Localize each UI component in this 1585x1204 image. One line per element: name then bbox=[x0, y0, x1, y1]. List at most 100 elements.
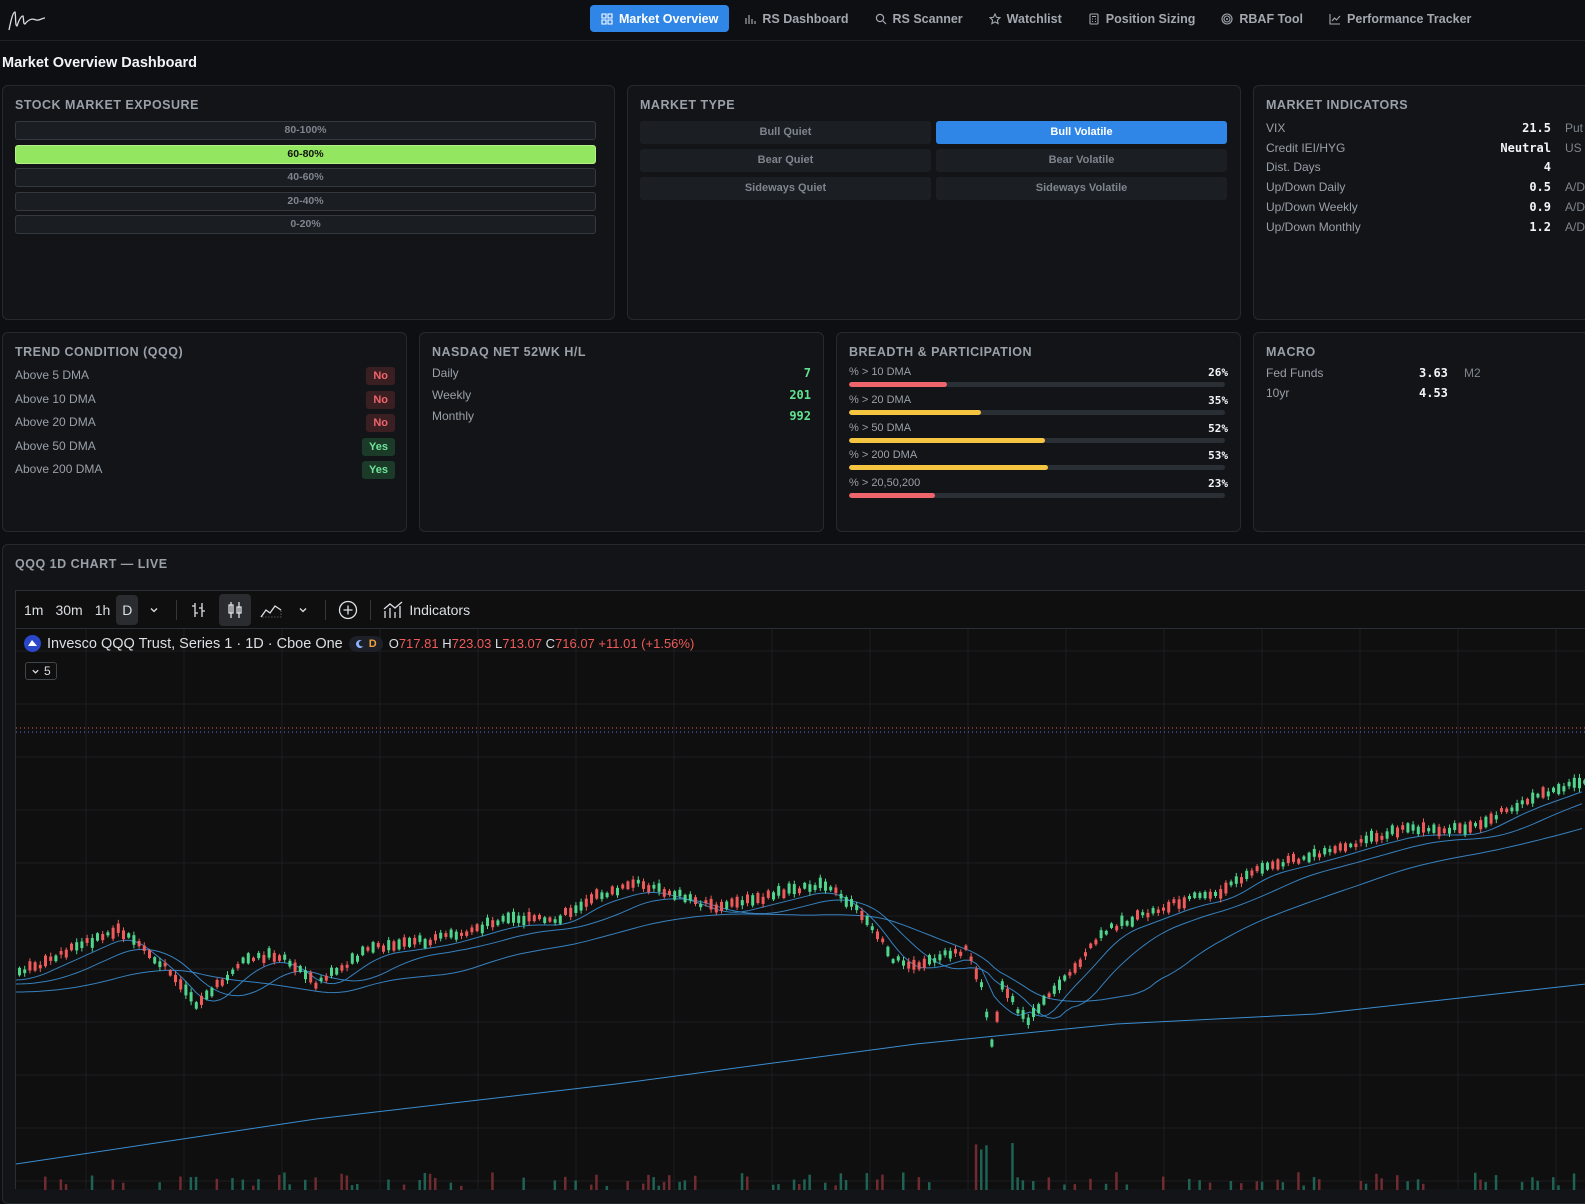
nav-item-rs-scanner[interactable]: RS Scanner bbox=[864, 5, 974, 32]
candle-body bbox=[1453, 823, 1457, 830]
nasdaq-row-value: 7 bbox=[803, 366, 811, 380]
volume-bar bbox=[1520, 1181, 1524, 1190]
legend-collapse-button[interactable]: 5 bbox=[25, 662, 57, 680]
candle-body bbox=[626, 881, 630, 890]
indicator-extra-label: A/D bbox=[1565, 180, 1585, 195]
market-type-option[interactable]: Sideways Volatile bbox=[936, 177, 1227, 200]
candle-body bbox=[496, 920, 500, 926]
candle-body bbox=[803, 882, 807, 889]
volume-bar bbox=[1422, 1183, 1425, 1190]
volume-bar bbox=[824, 1182, 827, 1190]
candle-body bbox=[439, 932, 443, 939]
interval-option[interactable]: 30m bbox=[55, 601, 83, 618]
nav-item-performance-tracker[interactable]: Performance Tracker bbox=[1318, 5, 1482, 32]
candle-body bbox=[1214, 891, 1217, 896]
indicator-label: VIX bbox=[1266, 121, 1286, 135]
breadth-row-label: % > 200 DMA bbox=[849, 449, 918, 462]
volume-bar bbox=[1375, 1173, 1378, 1190]
volume-bar bbox=[595, 1174, 598, 1190]
session-badge[interactable]: D bbox=[348, 635, 383, 652]
candle-body bbox=[766, 890, 770, 898]
volume-bar bbox=[1494, 1175, 1498, 1190]
volume-bar bbox=[839, 1173, 843, 1190]
logo-icon[interactable] bbox=[6, 6, 48, 34]
candle-body bbox=[1578, 777, 1581, 789]
interval-option[interactable]: 1m bbox=[24, 601, 44, 618]
candle-body bbox=[85, 938, 89, 943]
market-type-option[interactable]: Bull Volatile bbox=[936, 121, 1227, 144]
volume-bar bbox=[1380, 1178, 1383, 1190]
exposure-level-option[interactable]: 40-60% bbox=[15, 168, 596, 187]
volume-bar bbox=[694, 1175, 697, 1190]
interval-option[interactable]: 1h bbox=[94, 601, 111, 618]
candle-body bbox=[636, 879, 640, 884]
tradingview-chart[interactable]: 1m 30m 1h D Indicators Invesco bbox=[15, 590, 1585, 1190]
price-chart-canvas[interactable] bbox=[16, 629, 1585, 1190]
indicator-value: 4 bbox=[1543, 160, 1551, 175]
candle-body bbox=[1266, 862, 1269, 870]
candle-body bbox=[668, 890, 671, 895]
nav-item-rs-dashboard[interactable]: RS Dashboard bbox=[733, 5, 859, 32]
candle-body bbox=[168, 970, 172, 976]
trend-row-label: Above 50 DMA bbox=[15, 438, 96, 453]
candle-body bbox=[1016, 1009, 1020, 1014]
market-type-option[interactable]: Sideways Quiet bbox=[640, 177, 931, 200]
interval-option[interactable]: D bbox=[116, 594, 139, 625]
candle-body bbox=[1489, 813, 1493, 824]
candle-body bbox=[1234, 876, 1238, 884]
target-icon bbox=[1221, 12, 1233, 25]
nasdaq-hl-title: Nasdaq Net 52wk H/L bbox=[432, 345, 586, 359]
ohlc-values: O717.81 H723.03 L713.07 C716.07 +11.01 (… bbox=[389, 636, 695, 651]
candle-body bbox=[1104, 930, 1108, 935]
chart-style-dropdown-icon[interactable] bbox=[287, 594, 319, 626]
candle-body bbox=[1401, 825, 1405, 830]
bar-style-icon[interactable] bbox=[183, 594, 215, 626]
candle-body bbox=[912, 959, 916, 970]
nav-item-market-overview[interactable]: Market Overview bbox=[590, 5, 730, 32]
breadth-progress-fill bbox=[849, 493, 936, 499]
candle-style-icon[interactable] bbox=[219, 593, 252, 626]
volume-bar bbox=[683, 1180, 687, 1190]
candle-body bbox=[1193, 892, 1197, 898]
volume-bar bbox=[90, 1175, 94, 1190]
exposure-level-option[interactable]: 0-20% bbox=[15, 215, 596, 234]
volume-bar bbox=[798, 1184, 801, 1190]
candle-body bbox=[1110, 923, 1113, 928]
volume-bar bbox=[1240, 1183, 1243, 1190]
candle-body bbox=[543, 917, 547, 923]
volume-bar bbox=[746, 1176, 749, 1190]
volume-bar bbox=[1016, 1177, 1019, 1190]
indicators-button[interactable]: Indicators bbox=[377, 595, 476, 625]
candle-body bbox=[1328, 848, 1332, 853]
nav-item-watchlist[interactable]: Watchlist bbox=[978, 5, 1073, 32]
indicators-icon bbox=[383, 601, 403, 618]
nav-item-position-sizing[interactable]: Position Sizing bbox=[1077, 5, 1207, 32]
exposure-level-option[interactable]: 20-40% bbox=[15, 191, 596, 211]
market-type-option[interactable]: Bear Volatile bbox=[936, 149, 1227, 172]
volume-bar bbox=[1552, 1177, 1555, 1190]
open-value: 717.81 bbox=[398, 636, 439, 651]
volume-bar bbox=[1188, 1178, 1191, 1190]
nav-item-rbaf-tool[interactable]: RBAF Tool bbox=[1210, 5, 1314, 32]
symbol-name[interactable]: Invesco QQQ Trust, Series 1 · 1D · Cboe … bbox=[47, 635, 343, 652]
exposure-level-option[interactable]: 80-100% bbox=[15, 121, 596, 140]
candle-body bbox=[954, 949, 957, 954]
interval-dropdown-icon[interactable] bbox=[138, 594, 170, 626]
area-style-icon[interactable] bbox=[255, 594, 287, 626]
exposure-level-option[interactable]: 60-80% bbox=[15, 144, 596, 164]
candle-body bbox=[959, 951, 963, 956]
volume-bar bbox=[564, 1176, 567, 1190]
volume-bar bbox=[844, 1180, 848, 1190]
candle-body bbox=[777, 886, 781, 896]
candle-body bbox=[387, 940, 391, 951]
candle-body bbox=[1099, 930, 1103, 939]
market-type-option[interactable]: Bull Quiet bbox=[640, 121, 931, 144]
candle-body bbox=[694, 897, 697, 905]
market-type-option[interactable]: Bear Quiet bbox=[640, 149, 931, 172]
volume-bar bbox=[605, 1185, 609, 1190]
candle-body bbox=[262, 954, 266, 963]
candle-body bbox=[1427, 828, 1431, 832]
volume-bar bbox=[865, 1173, 869, 1190]
volume-bar bbox=[1032, 1181, 1035, 1190]
compare-add-icon[interactable] bbox=[332, 594, 364, 626]
